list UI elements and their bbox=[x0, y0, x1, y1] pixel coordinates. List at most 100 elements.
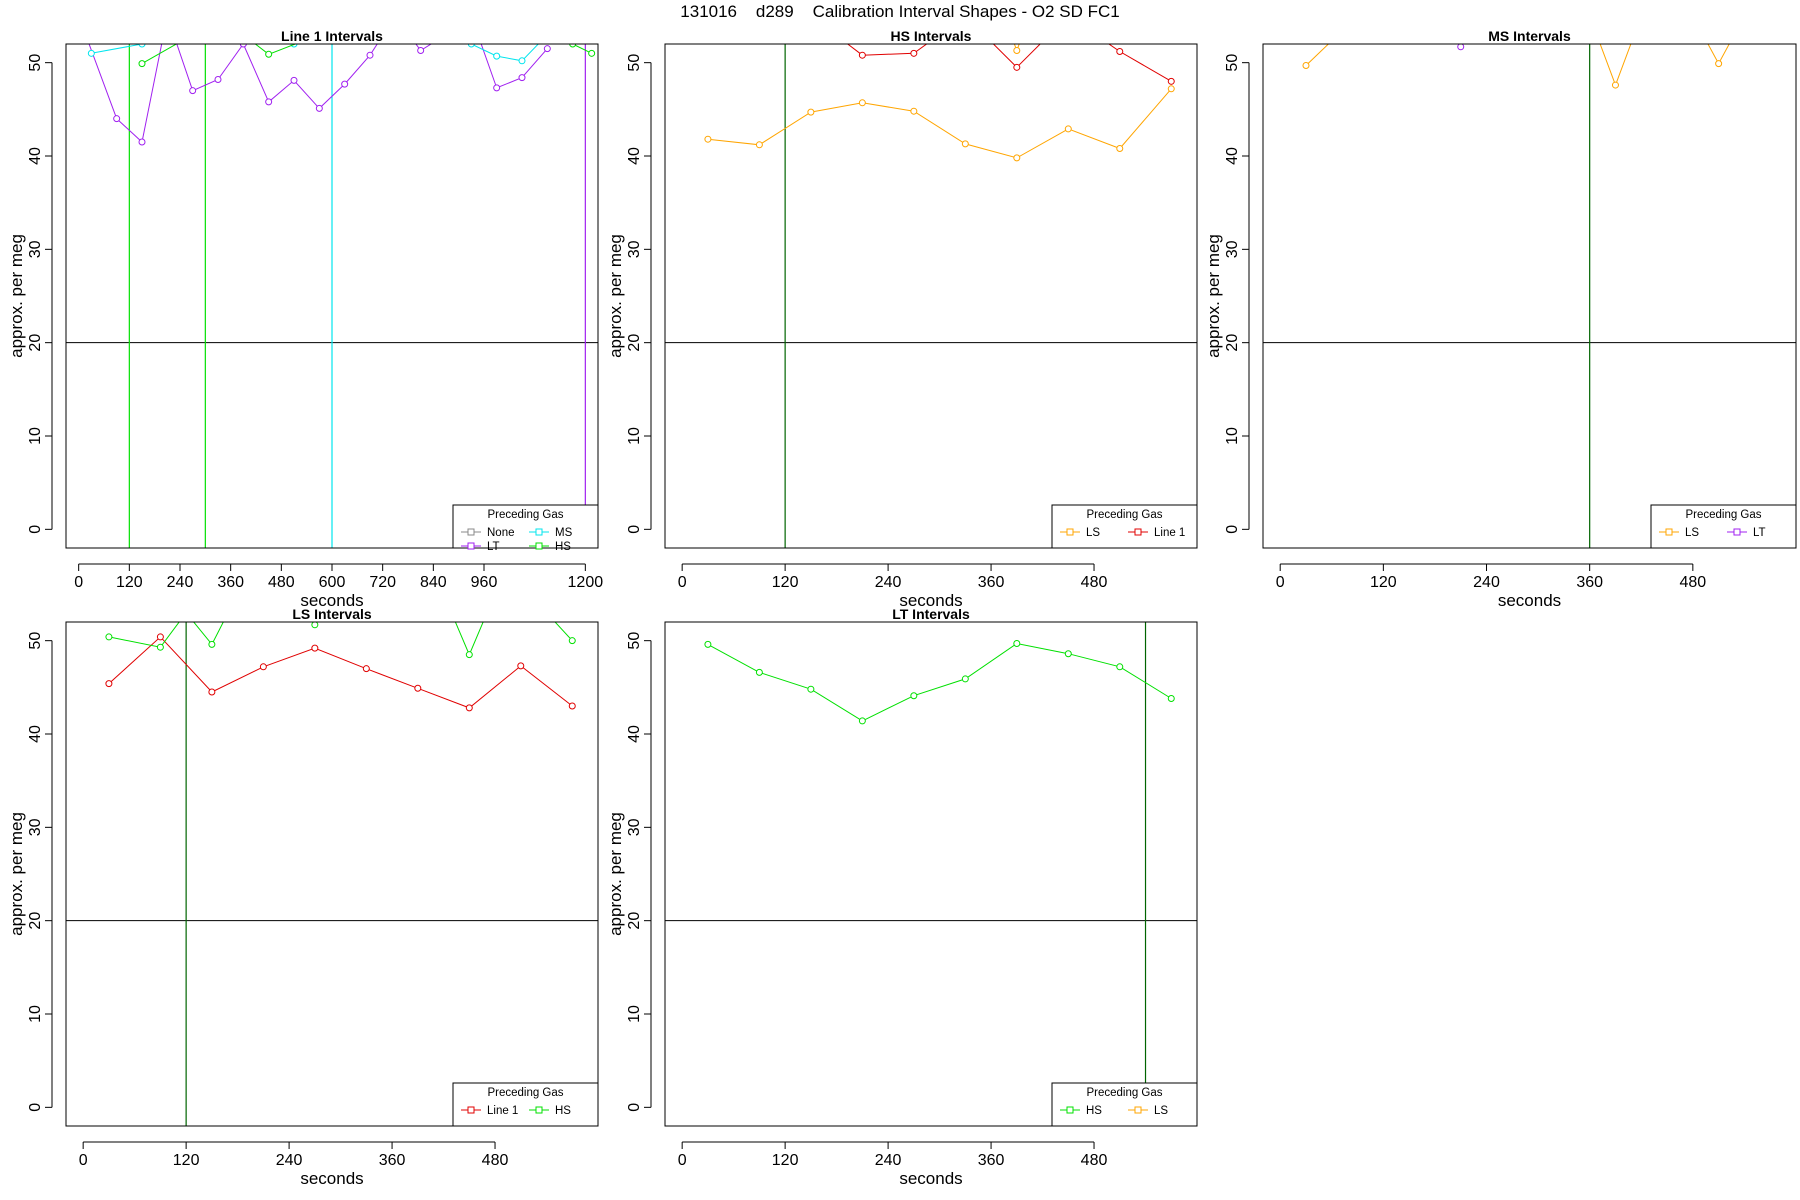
legend-box bbox=[1051, 504, 1198, 549]
page-title: 131016 d289 Calibration Interval Shapes … bbox=[680, 2, 1120, 21]
series-line-line-1 bbox=[108, 636, 573, 709]
data-point bbox=[392, 13, 398, 19]
y-axis-label: approx. per meg bbox=[606, 234, 625, 358]
x-tick-label: 0 bbox=[678, 574, 687, 591]
data-point bbox=[1116, 47, 1124, 55]
y-tick-label: 0 bbox=[27, 525, 44, 534]
data-point bbox=[518, 57, 526, 65]
series-group bbox=[704, 639, 1175, 725]
data-point bbox=[417, 47, 425, 55]
data-point bbox=[704, 640, 712, 648]
legend-swatch-marker bbox=[1066, 528, 1074, 536]
y-tick-label: 30 bbox=[626, 818, 643, 836]
y-tick-label: 30 bbox=[27, 240, 44, 258]
y-axis-label: approx. per meg bbox=[1204, 234, 1223, 358]
data-point bbox=[468, 13, 474, 19]
data-point bbox=[239, 44, 247, 48]
legend: Preceding Gas None MS LT HS bbox=[452, 504, 599, 553]
data-point bbox=[1587, 13, 1593, 19]
data-point bbox=[493, 84, 501, 92]
y-tick-label: 0 bbox=[1224, 525, 1241, 534]
legend-entry: LS bbox=[1685, 527, 1699, 539]
legend-entry: None bbox=[487, 527, 515, 539]
series-line-ls bbox=[707, 88, 1172, 159]
y-axis-label: approx. per meg bbox=[606, 812, 625, 936]
legend: Preceding Gas LS Line 1 bbox=[1051, 504, 1198, 549]
chart-panel-4: LS Intervals 0 120 240 360 480 seconds 0 10 20 30 4… bbox=[7, 606, 599, 1188]
y-tick-label: 0 bbox=[626, 1103, 643, 1112]
y-tick-label: 20 bbox=[27, 912, 44, 930]
data-point bbox=[208, 640, 216, 648]
data-point bbox=[755, 141, 763, 149]
data-point bbox=[756, 13, 762, 19]
x-tick-label: 240 bbox=[875, 1152, 902, 1169]
data-point bbox=[208, 688, 216, 696]
data-point bbox=[961, 675, 969, 683]
legend-entry: MS bbox=[555, 527, 573, 539]
legend-entry: LS bbox=[1086, 527, 1100, 539]
x-tick-label: 0 bbox=[74, 574, 83, 591]
legend-entry: LS bbox=[1154, 1105, 1168, 1117]
y-tick-label: 30 bbox=[1224, 240, 1241, 258]
data-point bbox=[961, 140, 969, 148]
y-tick-label: 10 bbox=[626, 427, 643, 445]
series-line-hs bbox=[707, 642, 1172, 722]
legend-swatch-marker bbox=[535, 528, 543, 536]
data-point bbox=[910, 692, 918, 700]
data-point bbox=[311, 622, 319, 629]
chart-panel-2: HS Intervals 0 120 240 360 480 seconds 0 10 20 30 4… bbox=[606, 13, 1198, 610]
legend-entry: LT bbox=[1753, 527, 1766, 539]
data-point bbox=[588, 49, 596, 57]
x-tick-label: 480 bbox=[482, 1152, 509, 1169]
x-axis-label: seconds bbox=[300, 591, 363, 610]
y-tick-label: 50 bbox=[27, 632, 44, 650]
data-point bbox=[807, 685, 815, 693]
data-point bbox=[808, 13, 814, 19]
plot-frame bbox=[65, 621, 599, 1127]
x-tick-label: 1200 bbox=[568, 574, 604, 591]
legend-box bbox=[452, 504, 599, 549]
legend-title: Preceding Gas bbox=[1685, 509, 1761, 521]
x-tick-label: 120 bbox=[173, 1152, 200, 1169]
legend: Preceding Gas Line 1 HS bbox=[452, 1082, 599, 1127]
series-group bbox=[704, 13, 1175, 162]
data-point bbox=[1741, 13, 1747, 19]
data-point bbox=[910, 107, 918, 115]
x-tick-label: 360 bbox=[978, 1152, 1005, 1169]
data-point bbox=[311, 644, 319, 652]
y-tick-label: 40 bbox=[1224, 147, 1241, 165]
y-tick-label: 50 bbox=[27, 54, 44, 72]
data-point bbox=[1013, 63, 1021, 71]
data-point bbox=[87, 49, 95, 57]
legend-swatch-marker bbox=[1066, 1106, 1074, 1114]
data-point bbox=[910, 49, 918, 57]
data-point bbox=[1064, 125, 1072, 133]
data-point bbox=[1167, 695, 1175, 703]
legend: Preceding Gas LS LT bbox=[1650, 504, 1797, 549]
plot-frame bbox=[664, 43, 1198, 549]
data-point bbox=[465, 651, 473, 659]
data-point bbox=[1167, 85, 1175, 93]
legend-entry: LT bbox=[487, 541, 500, 553]
x-tick-label: 240 bbox=[875, 574, 902, 591]
series-line-ls bbox=[1599, 44, 1632, 87]
y-tick-label: 50 bbox=[626, 632, 643, 650]
chart-title: LS Intervals bbox=[292, 606, 372, 622]
data-point bbox=[1065, 13, 1071, 19]
y-tick-label: 50 bbox=[1224, 54, 1241, 72]
legend: Preceding Gas HS LS bbox=[1051, 1082, 1198, 1127]
legend-swatch-marker bbox=[535, 542, 543, 550]
data-point bbox=[138, 138, 146, 146]
data-point bbox=[76, 13, 82, 19]
legend-box bbox=[1650, 504, 1797, 549]
x-tick-label: 720 bbox=[369, 574, 396, 591]
chart-title: MS Intervals bbox=[1488, 28, 1571, 44]
y-tick-label: 50 bbox=[626, 54, 643, 72]
data-point bbox=[265, 98, 273, 106]
x-axis-label: seconds bbox=[899, 591, 962, 610]
legend-entry: HS bbox=[1086, 1105, 1102, 1117]
legend-entry: Line 1 bbox=[487, 1105, 518, 1117]
series-group bbox=[76, 13, 596, 146]
x-tick-label: 360 bbox=[379, 1152, 406, 1169]
